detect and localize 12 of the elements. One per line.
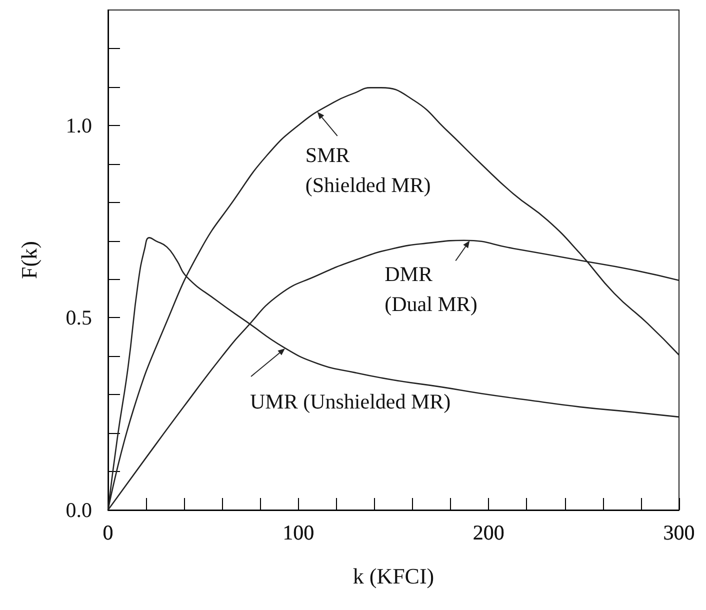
x-tick-label: 0: [102, 520, 114, 544]
x-tick-label: 100: [282, 520, 314, 544]
y-tick-label: 0.0: [66, 498, 92, 522]
x-axis-title: k (KFCI): [352, 564, 434, 588]
annotation: DMR (Dual MR): [384, 262, 478, 316]
y-tick-label: 0.5: [66, 306, 92, 330]
x-tick-label: 200: [472, 520, 504, 544]
annotation: SMR (Shielded MR): [305, 142, 431, 197]
annotation: UMR (Unshielded MR): [250, 389, 451, 414]
y-axis-title: F(k): [16, 241, 42, 279]
x-tick-label: 300: [663, 520, 695, 544]
y-tick-label: 1.0: [66, 113, 92, 138]
